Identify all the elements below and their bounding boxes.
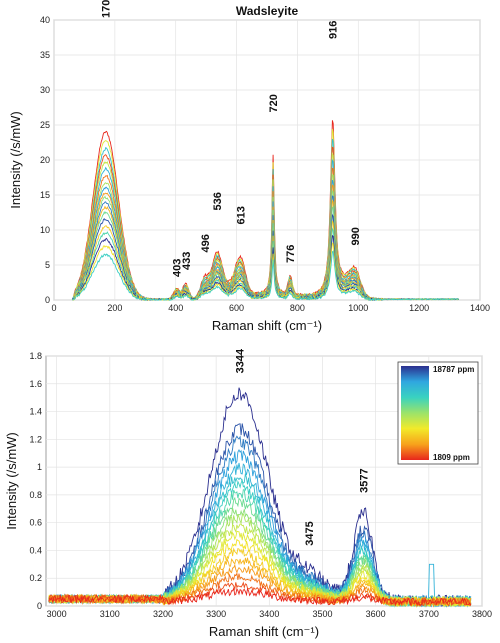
x-tick-label: 3200 xyxy=(153,609,173,619)
y-axis-label-bottom: Intensity (/s/mW) xyxy=(4,432,19,530)
chart-title: Wadsleyite xyxy=(236,4,299,18)
peak-label: 720 xyxy=(268,94,280,112)
peak-label: 403 xyxy=(172,259,184,277)
colorbar-legend: 18787 ppm 1809 ppm xyxy=(397,361,479,465)
x-tick-label: 1400 xyxy=(470,303,490,313)
x-tick-label: 0 xyxy=(51,303,56,313)
y-tick-label: 30 xyxy=(40,85,50,95)
x-tick-label: 400 xyxy=(168,303,183,313)
x-tick-label: 3700 xyxy=(419,609,439,619)
chart-wadsleyite-low-frequency: 0 200 400 600 800 1000 1200 1400 0 5 10 15 20 25 30 35… xyxy=(8,0,490,333)
x-tick-label: 800 xyxy=(290,303,305,313)
peak-label: 433 xyxy=(181,252,193,270)
peak-label: 916 xyxy=(328,21,340,39)
y-ticks-bottom: 0 0.2 0.4 0.6 0.8 1 1.2 1.4 1.6 1.8 xyxy=(29,351,42,611)
x-tick-label: 3400 xyxy=(259,609,279,619)
colorbar-gradient xyxy=(401,366,429,460)
x-axis-label-top: Raman shift (cm⁻¹) xyxy=(212,318,322,333)
colorbar-max-label: 18787 ppm xyxy=(433,365,474,374)
peak-label: 536 xyxy=(212,192,224,210)
series-group-top xyxy=(71,120,459,302)
y-tick-label: 15 xyxy=(40,190,50,200)
y-tick-label: 1.2 xyxy=(29,434,42,444)
y-axis-label-top: Intensity (/s/mW) xyxy=(8,111,23,209)
x-axis-label-bottom: Raman shift (cm⁻¹) xyxy=(209,624,319,639)
peak-label: 3577 xyxy=(358,468,370,492)
peak-label: 990 xyxy=(350,227,362,245)
peak-label: 3344 xyxy=(235,348,247,373)
y-tick-label: 1 xyxy=(37,462,42,472)
x-tick-label: 3600 xyxy=(366,609,386,619)
y-tick-label: 5 xyxy=(45,260,50,270)
spectrum-line-bottom xyxy=(48,586,472,607)
y-tick-label: 20 xyxy=(40,155,50,165)
y-ticks-top: 0 5 10 15 20 25 30 35 40 xyxy=(40,15,50,305)
x-tick-label: 3000 xyxy=(47,609,67,619)
y-tick-label: 0 xyxy=(37,601,42,611)
x-tick-label: 200 xyxy=(107,303,122,313)
spectrum-line-top xyxy=(72,250,459,302)
x-tick-label: 1200 xyxy=(409,303,429,313)
y-tick-label: 40 xyxy=(40,15,50,25)
x-tick-label: 3100 xyxy=(100,609,120,619)
y-tick-label: 1.6 xyxy=(29,379,42,389)
y-tick-label: 10 xyxy=(40,225,50,235)
peak-label: 496 xyxy=(200,234,212,252)
y-tick-label: 1.8 xyxy=(29,351,42,361)
y-tick-label: 25 xyxy=(40,120,50,130)
peak-label: 613 xyxy=(236,206,248,224)
x-tick-label: 3800 xyxy=(472,609,492,619)
peak-label: 776 xyxy=(285,245,297,263)
y-tick-label: 35 xyxy=(40,50,50,60)
y-tick-label: 0.6 xyxy=(29,518,42,528)
series-group-bottom xyxy=(48,387,472,608)
colorbar-min-label: 1809 ppm xyxy=(433,453,470,462)
x-tick-label: 1000 xyxy=(348,303,368,313)
x-tick-label: 3300 xyxy=(206,609,226,619)
y-tick-label: 0.8 xyxy=(29,490,42,500)
x-ticks-top: 0 200 400 600 800 1000 1200 1400 xyxy=(51,303,490,313)
y-tick-label: 0.2 xyxy=(29,573,42,583)
y-tick-label: 0 xyxy=(45,295,50,305)
y-tick-label: 0.4 xyxy=(29,545,42,555)
x-tick-label: 600 xyxy=(229,303,244,313)
peak-labels-bottom: 3344 3475 3577 xyxy=(235,348,371,546)
y-tick-label: 1.4 xyxy=(29,407,42,417)
peak-label: 170 xyxy=(101,0,113,18)
chart-oh-stretching-region: 3000 3100 3200 3300 3400 3500 3600 3700 3800 0 0.… xyxy=(4,348,492,639)
x-tick-label: 3500 xyxy=(312,609,332,619)
peak-label: 3475 xyxy=(304,521,316,545)
x-ticks-bottom: 3000 3100 3200 3300 3400 3500 3600 3700 3800 xyxy=(47,609,492,619)
